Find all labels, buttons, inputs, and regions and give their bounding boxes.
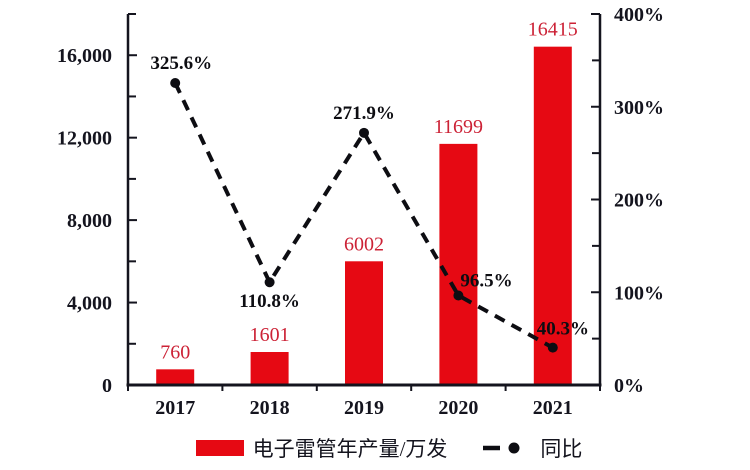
legend: 电子雷管年产量/万发 同比 xyxy=(14,430,750,466)
growth-point-2020 xyxy=(453,290,464,301)
bar-2017 xyxy=(156,369,195,385)
right-tick-label: 100% xyxy=(614,282,664,304)
dash-dot-icon xyxy=(483,442,520,454)
left-tick-label: 16,000 xyxy=(57,45,112,67)
left-tick-label: 8,000 xyxy=(67,210,112,232)
left-tick-label: 4,000 xyxy=(67,293,112,315)
year-label: 2020 xyxy=(438,397,478,419)
growth-point-label: 110.8% xyxy=(239,291,300,312)
bar-2020 xyxy=(439,143,478,385)
growth-point-label: 271.9% xyxy=(333,103,395,124)
legend-item-production: 电子雷管年产量/万发 xyxy=(195,433,448,463)
bar-value-label: 6002 xyxy=(344,233,384,255)
right-tick-label: 200% xyxy=(614,190,664,212)
left-tick-label: 12,000 xyxy=(57,128,112,150)
growth-point-label: 40.3% xyxy=(537,319,589,340)
bar-2019 xyxy=(345,261,383,385)
combo-chart: 0 4,000 8,000 12,000 16,000 0% 100% 200% 300% 400… xyxy=(57,4,664,419)
right-tick-label: 300% xyxy=(614,97,664,119)
growth-point-label: 96.5% xyxy=(460,270,512,291)
right-tick-label: 0% xyxy=(614,375,644,397)
right-tick-label: 400% xyxy=(614,4,664,26)
legend-item-yoy: 同比 xyxy=(481,433,582,463)
growth-point-2021 xyxy=(547,342,558,353)
bar-value-label: 11699 xyxy=(434,116,483,138)
bar-value-label: 1601 xyxy=(250,324,290,346)
growth-point-2017 xyxy=(170,78,181,89)
year-label: 2018 xyxy=(250,397,290,419)
year-label: 2017 xyxy=(155,397,195,419)
growth-point-2019 xyxy=(359,127,369,138)
year-label: 2019 xyxy=(344,397,384,419)
legend-label-yoy: 同比 xyxy=(540,437,583,461)
bar-2018 xyxy=(250,352,289,385)
bar-swatch-icon xyxy=(195,440,244,456)
bar-value-label: 16415 xyxy=(528,19,578,41)
year-label: 2021 xyxy=(533,397,573,419)
left-tick-label: 0 xyxy=(102,375,112,397)
legend-label-production: 电子雷管年产量/万发 xyxy=(252,437,448,461)
growth-point-2018 xyxy=(264,277,275,288)
bar-value-label: 760 xyxy=(160,341,190,363)
bar-2021 xyxy=(533,46,572,385)
growth-point-label: 325.6% xyxy=(150,53,212,74)
